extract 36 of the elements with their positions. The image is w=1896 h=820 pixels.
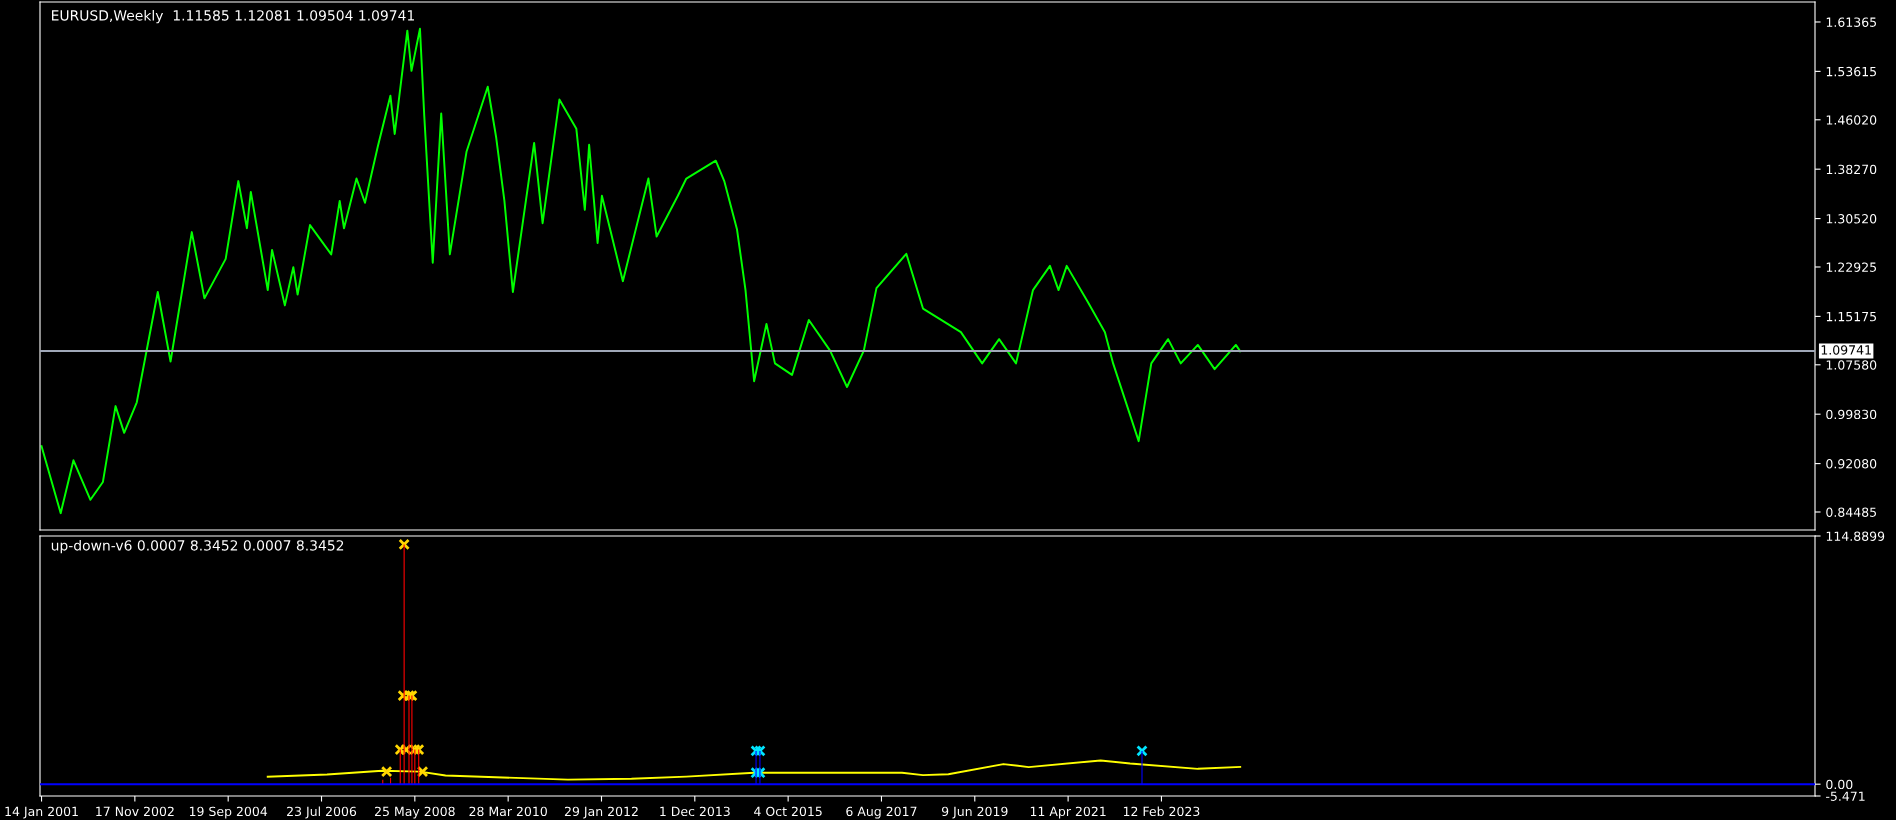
x-tick-label: 12 Feb 2023 bbox=[1123, 806, 1200, 817]
y-tick-label: 1.15175 bbox=[1826, 312, 1877, 322]
point bbox=[754, 745, 766, 757]
line-series bbox=[40, 27, 1242, 515]
y-tick-label: 114.8899 bbox=[1826, 531, 1885, 541]
point bbox=[1136, 745, 1148, 757]
y-tick-label: 1.61365 bbox=[1826, 17, 1877, 27]
x-tick-label: 28 Mar 2010 bbox=[469, 806, 547, 817]
y-tick-label: 0.84485 bbox=[1826, 507, 1877, 517]
y-tick-label: 1.22925 bbox=[1826, 262, 1877, 272]
x-tick-label: 17 Nov 2002 bbox=[96, 806, 174, 817]
x-tick-label: 4 Oct 2015 bbox=[754, 806, 822, 817]
y-tick-label: 1.30520 bbox=[1826, 214, 1877, 224]
text: EURUSD,Weekly 1.11585 1.12081 1.09504 1.09741 bbox=[52, 9, 414, 24]
point bbox=[380, 765, 393, 778]
x-tick-label: 23 Jul 2006 bbox=[287, 806, 357, 819]
x-tick-label: 6 Aug 2017 bbox=[846, 806, 917, 819]
x-tick-label: 29 Jan 2012 bbox=[564, 806, 638, 819]
x-tick-label: 1 Dec 2013 bbox=[660, 806, 730, 817]
y-tick-label: -5.471 bbox=[1826, 791, 1865, 801]
point bbox=[398, 538, 410, 551]
y-tick-label: 0.99830 bbox=[1826, 409, 1877, 420]
y-tick-label: 1.07580 bbox=[1826, 360, 1877, 370]
y-tick-label: 0.92080 bbox=[1826, 459, 1877, 469]
x-tick-label: 25 May 2008 bbox=[374, 806, 455, 819]
chart-title: up-down-v6 0.0007 8.3452 0.0007 8.3452 bbox=[51, 539, 344, 554]
y-tick-label: 1.53615 bbox=[1826, 66, 1877, 77]
x-tick-label: 19 Sep 2004 bbox=[189, 806, 268, 819]
y-tick-label: 0.00 bbox=[1826, 779, 1853, 790]
x-tick-label: 9 Jun 2019 bbox=[941, 806, 1008, 819]
x-tick-label: 11 Apr 2021 bbox=[1030, 806, 1106, 819]
ref-line-label: 1.09741 bbox=[1821, 345, 1871, 355]
y-tick-label: 1.38270 bbox=[1826, 164, 1877, 175]
x-tick-label: 14 Jan 2001 bbox=[5, 806, 78, 819]
line-series bbox=[266, 759, 1242, 781]
y-tick-label: 1.46020 bbox=[1826, 115, 1877, 125]
